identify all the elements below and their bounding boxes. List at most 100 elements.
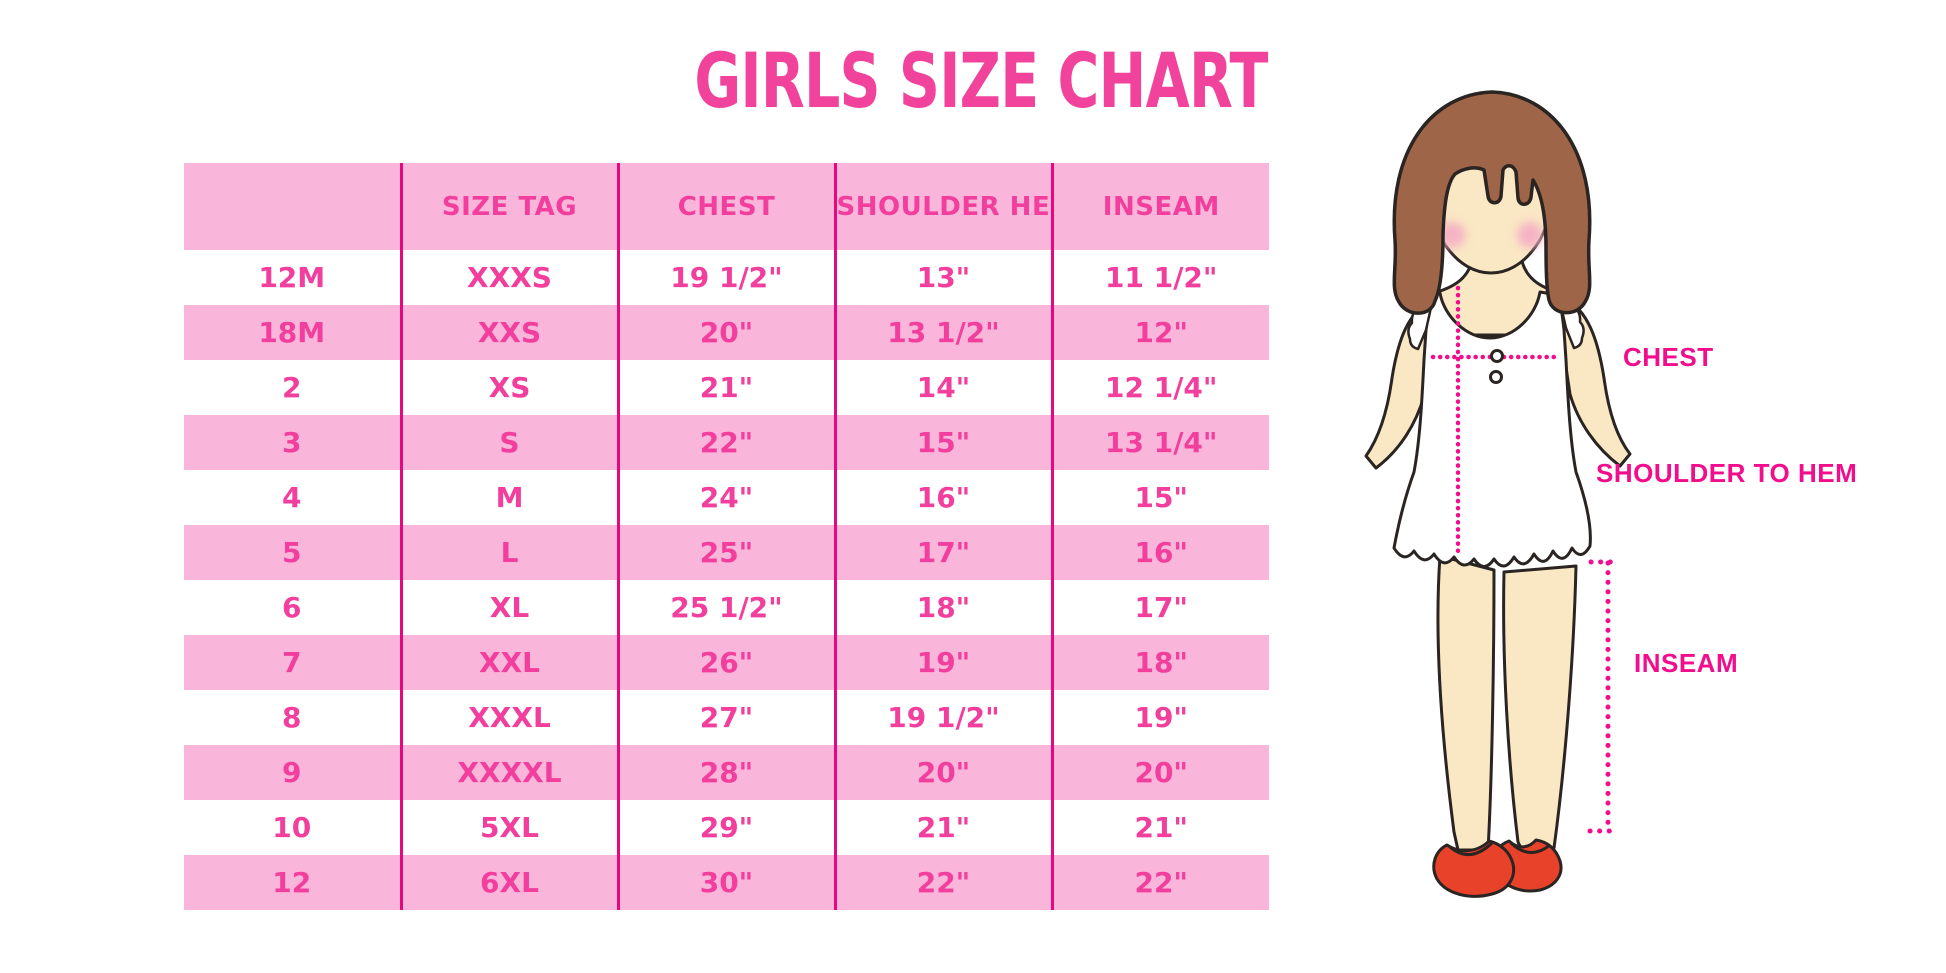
right-leg-shape (1502, 564, 1578, 852)
table-cell: XL (399, 580, 618, 635)
right-shoe-strap (1509, 841, 1551, 854)
right-blush (1517, 222, 1543, 248)
right-armhole-ruffle (1556, 291, 1585, 350)
table-cell: 25 1/2" (616, 580, 835, 635)
table-cell: 14" (833, 360, 1052, 415)
bottom-button (1489, 370, 1503, 384)
table-cell: 22" (1050, 855, 1269, 910)
table-cell: 21" (833, 800, 1052, 855)
left-arm-shape (1364, 298, 1434, 470)
table-cell: 17" (1050, 580, 1269, 635)
table-cell: S (399, 415, 618, 470)
table-row: 3 S 22" 15" 13 1/4" (184, 415, 1269, 470)
left-shoe-strap (1449, 841, 1494, 856)
table-cell: XXXXL (399, 745, 618, 800)
table-cell: XXXS (399, 250, 618, 305)
table-cell: 12" (1050, 305, 1269, 360)
table-row: 5 L 25" 17" 16" (184, 525, 1269, 580)
table-cell: 11 1/2" (1050, 250, 1269, 305)
shoulder-to-hem-label: SHOULDER TO HEM (1596, 458, 1858, 488)
table-row: 7 XXL 26" 19" 18" (184, 635, 1269, 690)
table-cell: 6XL (399, 855, 618, 910)
left-shoe-shape (1432, 839, 1516, 898)
table-cell: 21" (616, 360, 835, 415)
table-cell: 4 (282, 481, 302, 514)
table-cell: 20" (1050, 745, 1269, 800)
inseam-label: INSEAM (1634, 648, 1739, 678)
left-leg-shape (1436, 554, 1496, 852)
table-cell: 2 (282, 371, 302, 404)
table-cell: 19" (1050, 690, 1269, 745)
table-row: 18M XXS 20" 13 1/2" 12" (184, 305, 1269, 360)
table-cell: XXL (399, 635, 618, 690)
neck-shoulders-shape (1416, 248, 1578, 337)
table-cell: 19" (833, 635, 1052, 690)
table-cell: XXS (399, 305, 618, 360)
table-cell: 16" (1050, 525, 1269, 580)
table-cell: 17" (833, 525, 1052, 580)
table-cell: XXXL (399, 690, 618, 745)
table-cell: 25" (616, 525, 835, 580)
table-row: 12M XXXS 19 1/2" 13" 11 1/2" (184, 250, 1269, 305)
table-cell: 12M (258, 261, 326, 294)
table-cell: 5XL (399, 800, 618, 855)
table-cell: 19 1/2" (833, 690, 1052, 745)
table-cell: 22" (616, 415, 835, 470)
table-cell: 15" (1050, 470, 1269, 525)
top-button (1490, 349, 1504, 363)
table-cell: 15" (833, 415, 1052, 470)
face-shape (1426, 91, 1556, 275)
table-cell: 16" (833, 470, 1052, 525)
table-cell: 13" (833, 250, 1052, 305)
table-cell: 10 (272, 811, 312, 844)
table-cell: 27" (616, 690, 835, 745)
table-row: 10 5XL 29" 21" 21" (184, 800, 1269, 855)
right-arm-shape (1562, 296, 1632, 468)
table-cell: 18M (258, 316, 326, 349)
table-cell: 19 1/2" (616, 250, 835, 305)
table-cell: 9 (282, 756, 302, 789)
left-armhole-ruffle (1407, 292, 1436, 351)
table-cell: 29" (616, 800, 835, 855)
table-cell: 5 (282, 536, 302, 569)
table-cell: 3 (282, 426, 302, 459)
table-cell: 18" (833, 580, 1052, 635)
table-cell: 8 (282, 701, 302, 734)
right-shoe-shape (1492, 838, 1563, 893)
table-cell: 30" (616, 855, 835, 910)
table-row: 8 XXXL 27" 19 1/2" 19" (184, 690, 1269, 745)
table-cell: 20" (616, 305, 835, 360)
column-header (184, 163, 401, 250)
column-header: CHEST (616, 163, 835, 250)
table-cell: 22" (833, 855, 1052, 910)
table-cell: 7 (282, 646, 302, 679)
table-cell: 28" (616, 745, 835, 800)
table-cell: 12 1/4" (1050, 360, 1269, 415)
page-title: GIRLS SIZE CHART (694, 36, 1268, 125)
table-cell: 13 1/2" (833, 305, 1052, 360)
table-body: 12M XXXS 19 1/2" 13" 11 1/2" 18M XXS 20" 13 1/2"… (184, 250, 1269, 910)
table-cell: 24" (616, 470, 835, 525)
table-cell: M (399, 470, 618, 525)
table-cell: L (399, 525, 618, 580)
table-cell: 26" (616, 635, 835, 690)
table-row: 2 XS 21" 14" 12 1/4" (184, 360, 1269, 415)
table-row: 12 6XL 30" 22" 22" (184, 855, 1269, 910)
column-header: SHOULDER HEM (833, 163, 1052, 250)
table-row: 9 XXXXL 28" 20" 20" (184, 745, 1269, 800)
chest-label: CHEST (1623, 342, 1714, 372)
column-header: INSEAM (1050, 163, 1269, 250)
table-row: 6 XL 25 1/2" 18" 17" (184, 580, 1269, 635)
table-row: 4 M 24" 16" 15" (184, 470, 1269, 525)
column-header: SIZE TAG (399, 163, 618, 250)
table-cell: XS (399, 360, 618, 415)
hair-shape (1392, 90, 1592, 315)
table-cell: 6 (282, 591, 302, 624)
left-blush (1439, 222, 1465, 248)
table-cell: 20" (833, 745, 1052, 800)
table-cell: 18" (1050, 635, 1269, 690)
